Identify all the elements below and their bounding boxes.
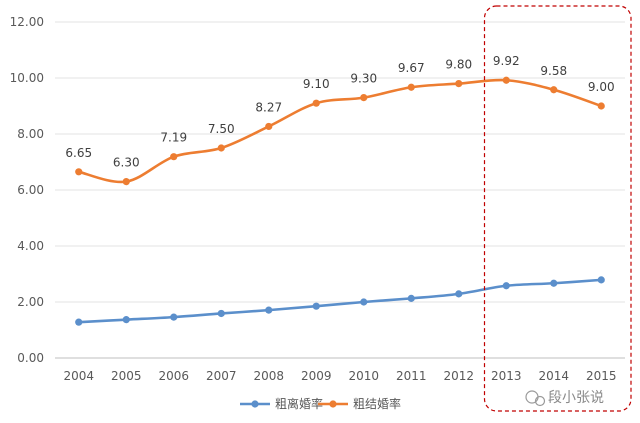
highlight-box [483, 5, 632, 412]
data-point [502, 76, 510, 84]
series-line-2 [77, 78, 603, 184]
y-tick-label: 6.00 [17, 183, 44, 197]
x-axis-ticks: 2004 2005 2006 2007 2008 2009 2010 2011 2012 2013… [63, 369, 616, 383]
x-tick-label: 2005 [111, 369, 142, 383]
series-group [75, 76, 605, 326]
data-point [75, 318, 83, 326]
data-label: 9.30 [350, 72, 377, 86]
data-point [407, 294, 415, 302]
data-point [170, 313, 178, 321]
watermark-text: 段小张说 [548, 390, 604, 406]
x-tick-label: 2012 [443, 369, 474, 383]
gridlines [55, 21, 625, 359]
data-label: 9.58 [540, 64, 567, 78]
data-label: 9.80 [445, 58, 472, 72]
data-label: 9.67 [398, 61, 425, 75]
data-label: 9.92 [493, 54, 520, 68]
data-point [502, 282, 510, 290]
data-label: 9.10 [303, 77, 330, 91]
data-point [360, 298, 368, 306]
x-tick-label: 2011 [396, 369, 427, 383]
series-line-1 [77, 278, 603, 324]
data-label: 9.00 [588, 80, 615, 94]
data-point [550, 86, 558, 94]
y-tick-label: 10.00 [10, 71, 44, 85]
data-point [122, 316, 130, 324]
data-point [597, 102, 605, 110]
data-point [597, 276, 605, 284]
y-tick-label: 0.00 [17, 351, 44, 365]
x-tick-label: 2004 [63, 369, 94, 383]
data-point [170, 153, 178, 161]
data-labels: 6.65 6.30 7.19 7.50 8.27 9.10 9.30 9.67 9.80 9.92… [65, 54, 614, 169]
data-point [122, 178, 130, 186]
data-label: 6.65 [65, 146, 92, 160]
data-point [265, 306, 273, 314]
data-label: 6.30 [113, 156, 140, 170]
y-tick-label: 4.00 [17, 239, 44, 253]
legend-label: 粗离婚率 [275, 396, 323, 411]
data-label: 8.27 [255, 100, 282, 114]
y-axis-ticks: 0.00 2.00 4.00 6.00 8.00 10.00 12.00 [10, 15, 44, 365]
data-point [217, 309, 225, 318]
data-point [550, 279, 558, 287]
y-tick-label: 12.00 [10, 15, 44, 29]
y-tick-label: 8.00 [17, 127, 44, 141]
data-point [75, 168, 83, 176]
data-label: 7.50 [208, 122, 235, 136]
legend-swatch-marker [251, 400, 259, 408]
x-tick-label: 2013 [491, 369, 522, 383]
data-point [407, 83, 415, 91]
legend: 粗离婚率 粗结婚率 [240, 396, 401, 411]
data-point [312, 99, 320, 107]
wechat-icon [525, 390, 546, 407]
data-point [217, 144, 225, 152]
data-point [265, 122, 273, 131]
x-tick-label: 2009 [301, 369, 332, 383]
x-tick-label: 2006 [158, 369, 189, 383]
watermark: 段小张说 [525, 390, 604, 407]
data-point [455, 290, 463, 298]
x-tick-label: 2014 [538, 369, 569, 383]
x-tick-label: 2008 [253, 369, 284, 383]
x-tick-label: 2015 [586, 369, 617, 383]
y-tick-label: 2.00 [17, 295, 44, 309]
data-point [312, 302, 320, 310]
x-tick-label: 2007 [206, 369, 237, 383]
x-tick-label: 2010 [348, 369, 379, 383]
legend-swatch-marker [329, 400, 337, 408]
legend-label: 粗结婚率 [353, 396, 401, 411]
data-point [455, 80, 463, 88]
data-label: 7.19 [160, 131, 187, 145]
data-point [360, 94, 368, 102]
